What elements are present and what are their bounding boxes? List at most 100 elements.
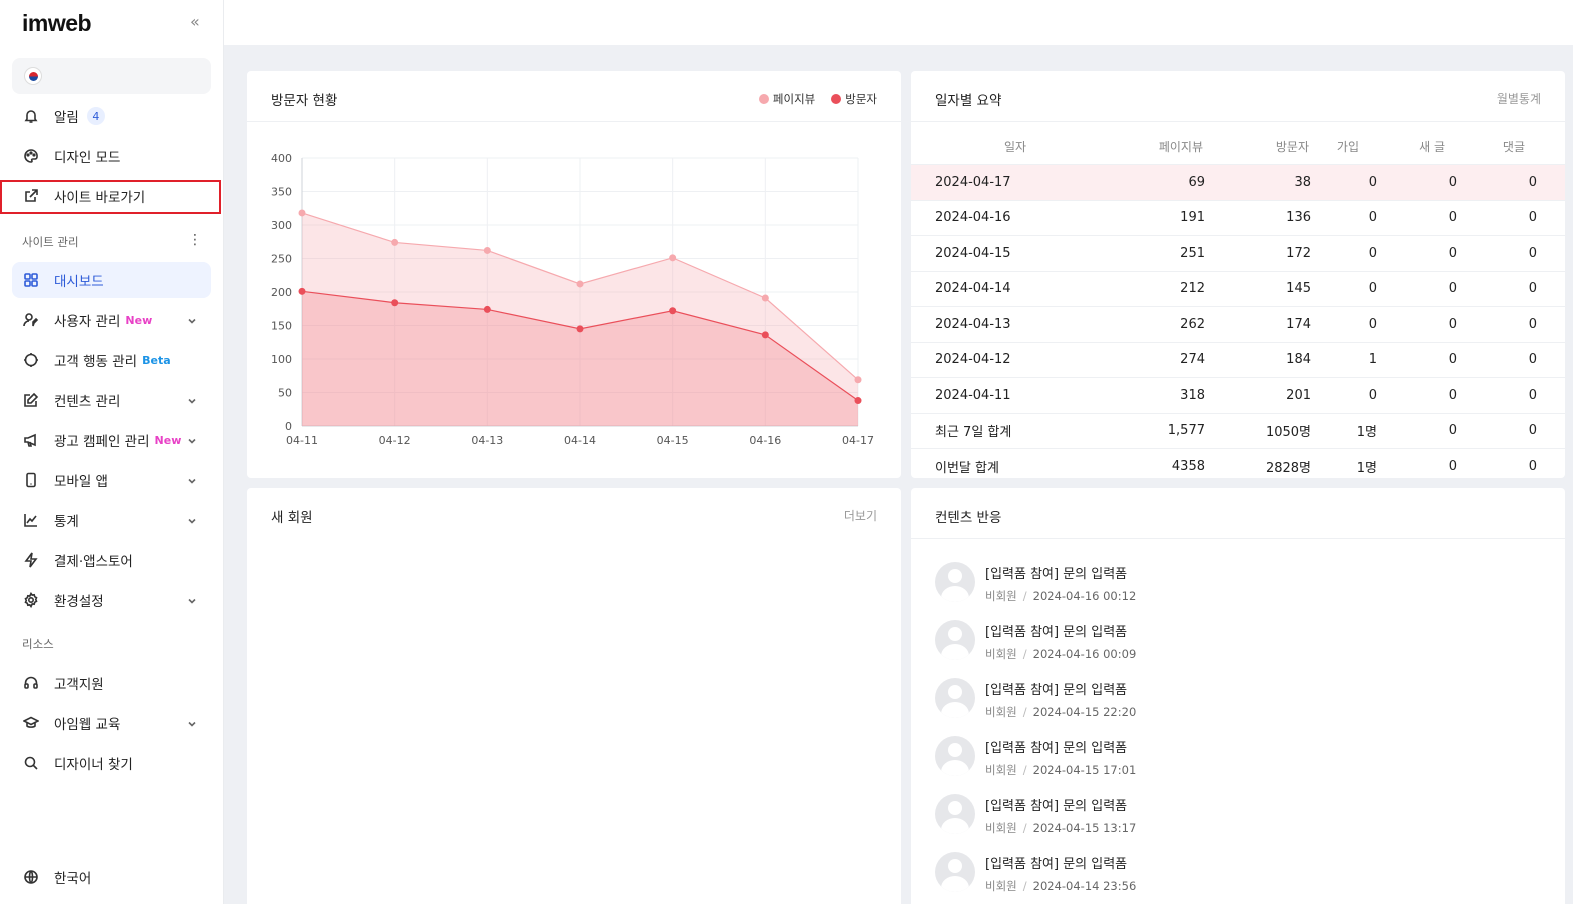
table-row: 2024-04-16 191 136 0 0 0 bbox=[911, 199, 1565, 236]
header-signups: 가입 bbox=[1336, 139, 1359, 154]
sidebar-item-customer-behavior[interactable]: 고객 행동 관리 Beta bbox=[12, 342, 211, 378]
sidebar-item-ad-campaign[interactable]: 광고 캠페인 관리 New bbox=[12, 422, 211, 458]
cell-pageviews: 212 bbox=[1180, 281, 1205, 297]
divider bbox=[247, 121, 901, 122]
cell-pageviews: 251 bbox=[1180, 245, 1205, 261]
summary-card-title: 일자별 요약 bbox=[935, 93, 1002, 109]
double-chevron-left-icon[interactable]: « bbox=[190, 12, 200, 31]
search-icon bbox=[22, 754, 40, 772]
cell-comments: 0 bbox=[1528, 174, 1537, 190]
list-item[interactable]: [입력폼 참여] 문의 입력폼 비회원 / 2024-04-14 23:56 bbox=[935, 852, 1136, 904]
gear-icon bbox=[22, 591, 40, 609]
header-comments: 댓글 bbox=[1502, 139, 1525, 154]
sidebar-item-content-management[interactable]: 컨텐츠 관리 bbox=[12, 382, 211, 418]
sidebar-item-imweb-education[interactable]: 아임웹 교육 bbox=[12, 705, 211, 741]
content-title[interactable]: [입력폼 참여] 문의 입력폼 bbox=[985, 741, 1128, 756]
chevron-down-icon bbox=[187, 717, 197, 727]
table-row: 이번달 합계 4358 2828명 1명 0 0 bbox=[911, 448, 1565, 484]
cell-new-posts: 0 bbox=[1448, 316, 1457, 332]
cell-pageviews: 191 bbox=[1180, 210, 1205, 226]
sidebar-item-label: 알림 bbox=[54, 110, 79, 126]
notification-count-badge: 4 bbox=[86, 107, 105, 125]
headset-icon bbox=[22, 674, 40, 692]
content-meta: 비회원 / 2024-04-16 00:12 bbox=[985, 588, 1136, 604]
monthly-stats-link[interactable]: 월별통계 bbox=[1496, 92, 1541, 106]
cell-visitors: 2828명 bbox=[1265, 460, 1311, 476]
sidebar-item-label: 디자인 모드 bbox=[54, 150, 121, 166]
avatar bbox=[935, 678, 975, 718]
sidebar-item-payment-appstore[interactable]: 결제·앱스토어 bbox=[12, 542, 211, 578]
megaphone-icon bbox=[22, 431, 40, 449]
cell-date: 2024-04-12 bbox=[935, 352, 1011, 368]
cell-date: 최근 7일 합계 bbox=[935, 425, 1012, 441]
language-selector[interactable]: 한국어 bbox=[12, 859, 211, 895]
grid-icon bbox=[22, 271, 40, 289]
sidebar-item-label: 모바일 앱 bbox=[54, 474, 108, 490]
sidebar-item-user-management[interactable]: 사용자 관리 New bbox=[12, 302, 211, 338]
x-tick-label: 04-11 bbox=[286, 434, 318, 447]
cell-signups: 1명 bbox=[1356, 460, 1377, 476]
more-link[interactable]: 더보기 bbox=[843, 509, 877, 523]
sidebar-item-visit-site[interactable]: 사이트 바로가기 bbox=[12, 178, 211, 214]
sidebar-item-dashboard[interactable]: 대시보드 bbox=[12, 262, 211, 298]
sidebar-item-settings[interactable]: 환경설정 bbox=[12, 582, 211, 618]
sidebar: imweb « 알림 4 디자인 모드 사이트 바로가기 사이트 관리 ⋮ 대시… bbox=[0, 0, 224, 904]
y-tick-label: 50 bbox=[278, 387, 292, 400]
daily-summary-card: 일자별 요약 월별통계 일자 페이지뷰 방문자 가입 새 글 댓글 2024-0… bbox=[911, 71, 1565, 478]
table-header: 일자 페이지뷰 방문자 가입 새 글 댓글 bbox=[911, 128, 1565, 164]
cell-signups: 1명 bbox=[1356, 425, 1377, 441]
meta-separator: / bbox=[1022, 821, 1027, 835]
point-pageviews bbox=[483, 246, 491, 254]
point-visitors bbox=[483, 305, 491, 313]
cell-pageviews: 318 bbox=[1180, 387, 1205, 403]
content-title[interactable]: [입력폼 참여] 문의 입력폼 bbox=[985, 567, 1128, 582]
list-item[interactable]: [입력폼 참여] 문의 입력폼 비회원 / 2024-04-16 00:09 bbox=[935, 620, 1136, 678]
legend-item-pageviews[interactable]: 페이지뷰 bbox=[758, 91, 815, 107]
sidebar-item-design-mode[interactable]: 디자인 모드 bbox=[12, 138, 211, 174]
sidebar-item-notifications[interactable]: 알림 4 bbox=[12, 98, 211, 134]
content-date: 2024-04-14 23:56 bbox=[1032, 879, 1137, 893]
list-item[interactable]: [입력폼 참여] 문의 입력폼 비회원 / 2024-04-15 13:17 bbox=[935, 794, 1136, 852]
bell-icon bbox=[22, 107, 40, 125]
globe-icon bbox=[22, 868, 40, 886]
members-card-title: 새 회원 bbox=[271, 510, 313, 526]
content-meta: 비회원 / 2024-04-15 17:01 bbox=[985, 762, 1136, 778]
y-tick-label: 150 bbox=[271, 320, 292, 333]
sidebar-item-mobile-app[interactable]: 모바일 앱 bbox=[12, 462, 211, 498]
content-title[interactable]: [입력폼 참여] 문의 입력폼 bbox=[985, 857, 1128, 872]
sidebar-item-statistics[interactable]: 통계 bbox=[12, 502, 211, 538]
kebab-menu-icon[interactable]: ⋮ bbox=[188, 232, 202, 248]
y-tick-label: 0 bbox=[285, 420, 292, 433]
content-date: 2024-04-16 00:09 bbox=[1032, 647, 1137, 661]
content-title[interactable]: [입력폼 참여] 문의 입력폼 bbox=[985, 625, 1128, 640]
cell-comments: 0 bbox=[1528, 245, 1537, 261]
point-pageviews bbox=[576, 280, 584, 288]
sidebar-item-customer-support[interactable]: 고객지원 bbox=[12, 665, 211, 701]
content-title[interactable]: [입력폼 참여] 문의 입력폼 bbox=[985, 799, 1128, 814]
point-pageviews bbox=[669, 254, 677, 262]
imweb-logo[interactable]: imweb bbox=[22, 10, 92, 36]
meta-separator: / bbox=[1022, 763, 1027, 777]
list-item-body: [입력폼 참여] 문의 입력폼 비회원 / 2024-04-16 00:09 bbox=[985, 620, 1136, 662]
content-meta: 비회원 / 2024-04-15 22:20 bbox=[985, 704, 1136, 720]
mobile-icon bbox=[22, 471, 40, 489]
table-row: 2024-04-17 69 38 0 0 0 bbox=[911, 164, 1565, 200]
cell-pageviews: 69 bbox=[1188, 174, 1205, 190]
y-tick-label: 100 bbox=[271, 353, 292, 366]
cell-pageviews: 274 bbox=[1180, 352, 1205, 368]
y-tick-label: 250 bbox=[271, 253, 292, 266]
legend-item-visitors[interactable]: 방문자 bbox=[831, 91, 877, 107]
y-tick-label: 400 bbox=[271, 152, 292, 165]
cell-visitors: 136 bbox=[1286, 210, 1311, 226]
chevron-down-icon bbox=[187, 434, 197, 444]
x-tick-label: 04-17 bbox=[842, 434, 874, 447]
site-selector[interactable] bbox=[12, 58, 211, 94]
area-pageviews bbox=[302, 212, 858, 426]
sidebar-item-find-designer[interactable]: 디자이너 찾기 bbox=[12, 745, 211, 781]
x-tick-label: 04-12 bbox=[379, 434, 411, 447]
content-title[interactable]: [입력폼 참여] 문의 입력폼 bbox=[985, 683, 1128, 698]
